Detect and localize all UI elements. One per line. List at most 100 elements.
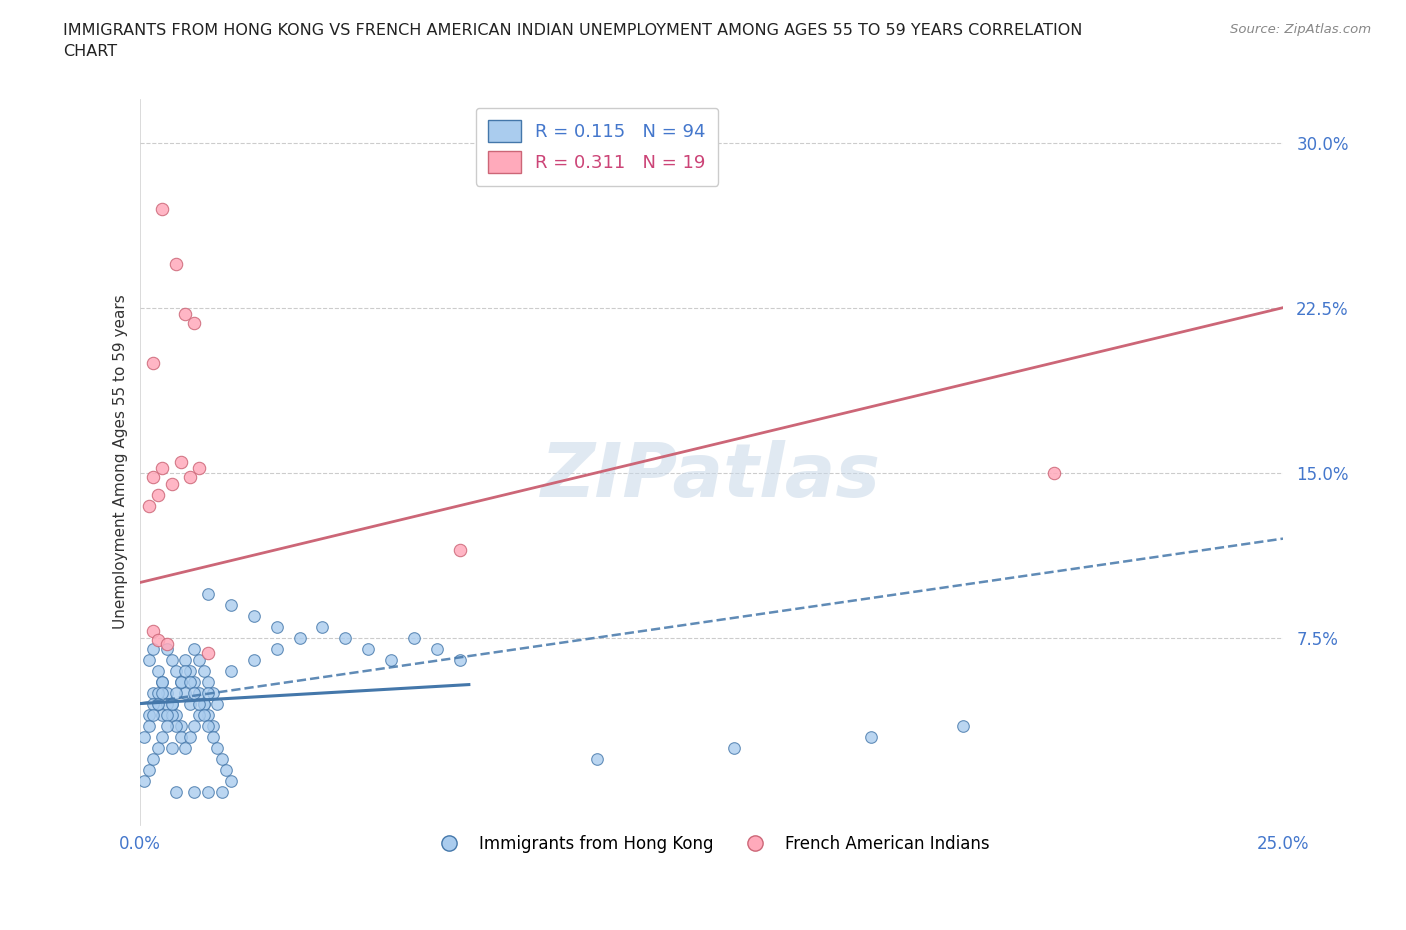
Point [156, 637, 179, 652]
Point [146, 487, 169, 502]
Point [142, 470, 165, 485]
Point [152, 201, 174, 216]
Point [188, 707, 211, 722]
Point [402, 631, 425, 645]
Point [138, 652, 160, 667]
Point [188, 652, 211, 667]
Point [156, 641, 179, 656]
Point [146, 740, 169, 755]
Point [138, 763, 160, 777]
Point [380, 652, 402, 667]
Point [152, 707, 174, 722]
Point [174, 740, 197, 755]
Point [219, 773, 242, 788]
Point [197, 718, 219, 733]
Point [156, 697, 179, 711]
Point [138, 498, 160, 513]
Point [142, 685, 165, 700]
Point [197, 784, 219, 799]
Point [146, 632, 169, 647]
Point [219, 663, 242, 678]
Point [952, 718, 974, 733]
Point [132, 773, 155, 788]
Text: Source: ZipAtlas.com: Source: ZipAtlas.com [1230, 23, 1371, 36]
Point [160, 476, 183, 491]
Text: IMMIGRANTS FROM HONG KONG VS FRENCH AMERICAN INDIAN UNEMPLOYMENT AMONG AGES 55 T: IMMIGRANTS FROM HONG KONG VS FRENCH AMER… [63, 23, 1083, 60]
Point [165, 784, 187, 799]
Point [219, 597, 242, 612]
Point [142, 751, 165, 766]
Point [174, 652, 197, 667]
Point [160, 740, 183, 755]
Point [197, 685, 219, 700]
Point [449, 542, 471, 557]
Point [165, 707, 187, 722]
Point [170, 454, 193, 469]
Point [146, 663, 169, 678]
Point [152, 674, 174, 689]
Point [156, 707, 179, 722]
Point [188, 697, 211, 711]
Point [142, 623, 165, 638]
Y-axis label: Unemployment Among Ages 55 to 59 years: Unemployment Among Ages 55 to 59 years [114, 294, 128, 629]
Point [138, 718, 160, 733]
Point [1043, 465, 1066, 480]
Point [152, 460, 174, 475]
Point [152, 685, 174, 700]
Point [288, 631, 311, 645]
Point [142, 697, 165, 711]
Point [211, 784, 233, 799]
Point [183, 784, 205, 799]
Point [160, 707, 183, 722]
Point [449, 652, 471, 667]
Point [188, 460, 211, 475]
Point [188, 685, 211, 700]
Point [165, 257, 187, 272]
Point [156, 718, 179, 733]
Point [183, 674, 205, 689]
Point [156, 685, 179, 700]
Point [193, 697, 215, 711]
Point [142, 707, 165, 722]
Point [152, 729, 174, 744]
Point [201, 685, 224, 700]
Point [193, 663, 215, 678]
Point [723, 740, 745, 755]
Point [183, 718, 205, 733]
Legend: Immigrants from Hong Kong, French American Indians: Immigrants from Hong Kong, French Americ… [426, 829, 997, 860]
Point [211, 751, 233, 766]
Point [197, 645, 219, 660]
Point [197, 586, 219, 601]
Point [165, 718, 187, 733]
Point [142, 641, 165, 656]
Point [357, 641, 380, 656]
Point [183, 315, 205, 330]
Point [179, 674, 201, 689]
Text: ZIPatlas: ZIPatlas [541, 440, 882, 512]
Point [207, 740, 229, 755]
Point [160, 652, 183, 667]
Point [174, 663, 197, 678]
Point [146, 685, 169, 700]
Point [193, 707, 215, 722]
Point [179, 470, 201, 485]
Point [860, 729, 883, 744]
Point [193, 697, 215, 711]
Point [174, 307, 197, 322]
Point [197, 707, 219, 722]
Point [165, 663, 187, 678]
Point [179, 663, 201, 678]
Point [170, 718, 193, 733]
Point [215, 763, 238, 777]
Point [152, 674, 174, 689]
Point [174, 685, 197, 700]
Point [311, 619, 333, 634]
Point [586, 751, 609, 766]
Point [266, 641, 288, 656]
Point [201, 729, 224, 744]
Point [201, 718, 224, 733]
Point [179, 729, 201, 744]
Point [138, 707, 160, 722]
Point [243, 608, 266, 623]
Point [132, 729, 155, 744]
